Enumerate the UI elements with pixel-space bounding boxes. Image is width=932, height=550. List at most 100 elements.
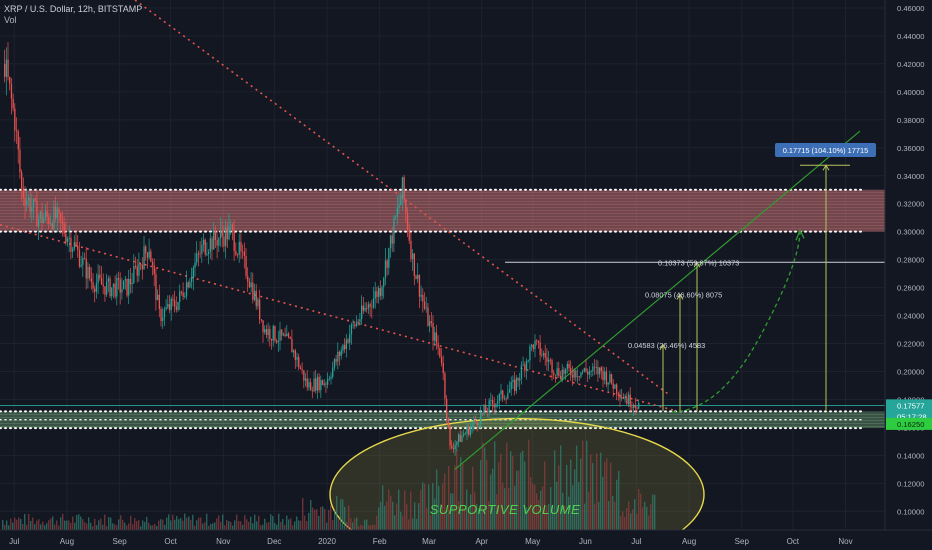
volume-bar bbox=[466, 489, 468, 530]
volume-bar bbox=[342, 499, 344, 530]
volume-bar bbox=[542, 486, 544, 530]
candle-body bbox=[364, 307, 366, 311]
volume-bar bbox=[184, 513, 186, 530]
candle-body bbox=[495, 403, 497, 408]
candle-body bbox=[225, 227, 227, 247]
volume-bar bbox=[140, 526, 142, 530]
volume-bar bbox=[550, 487, 552, 530]
candle-body bbox=[391, 235, 393, 244]
volume-bar bbox=[596, 453, 598, 530]
candle-body bbox=[434, 332, 436, 341]
candle-body bbox=[459, 434, 461, 442]
volume-bar bbox=[616, 479, 618, 530]
volume-bar bbox=[560, 445, 562, 530]
candle-body bbox=[549, 359, 551, 361]
candle-body bbox=[558, 368, 560, 377]
volume-bar bbox=[502, 482, 504, 530]
volume-bar bbox=[310, 500, 312, 530]
price-tick-label: 0.36000 bbox=[897, 144, 924, 153]
candle-body bbox=[386, 260, 388, 268]
candle-body bbox=[267, 328, 269, 335]
candle-body bbox=[474, 419, 477, 422]
candle-body bbox=[571, 374, 574, 378]
volume-bar bbox=[372, 524, 374, 530]
candle-body bbox=[24, 197, 26, 206]
candle-body bbox=[197, 253, 200, 255]
volume-bar bbox=[284, 524, 286, 530]
volume-bar bbox=[632, 509, 634, 530]
volume-bar bbox=[156, 526, 158, 530]
volume-bar bbox=[252, 523, 254, 530]
candle-body bbox=[162, 317, 164, 321]
volume-bar bbox=[24, 514, 26, 530]
time-tick-label: Jun bbox=[579, 537, 592, 546]
candle-body bbox=[121, 289, 123, 293]
volume-bar bbox=[334, 510, 336, 530]
candle-body bbox=[187, 282, 189, 288]
volume-bar bbox=[98, 520, 100, 530]
candle-body bbox=[46, 211, 48, 217]
volume-bar bbox=[592, 463, 594, 530]
candle-body bbox=[452, 447, 455, 450]
volume-bar bbox=[46, 523, 48, 530]
candle-body bbox=[129, 278, 132, 285]
volume-bar bbox=[470, 494, 472, 530]
volume-bar bbox=[358, 526, 360, 530]
volume-bar bbox=[250, 516, 252, 530]
candle-body bbox=[204, 239, 206, 255]
volume-bar bbox=[258, 515, 260, 530]
resistance-zone bbox=[0, 188, 885, 233]
volume-bar bbox=[390, 495, 392, 530]
volume-bar bbox=[388, 489, 390, 530]
candle-body bbox=[235, 250, 237, 255]
volume-bar bbox=[40, 524, 42, 530]
candle-body bbox=[70, 237, 72, 252]
volume-bar bbox=[578, 482, 580, 530]
candle-body bbox=[359, 319, 361, 322]
volume-bar bbox=[526, 507, 528, 530]
volume-bar bbox=[206, 513, 208, 530]
price-tick-label: 0.28000 bbox=[897, 256, 924, 265]
volume-bar bbox=[232, 525, 234, 530]
volume-bar bbox=[440, 503, 442, 530]
candle-body bbox=[532, 344, 534, 349]
volume-bar bbox=[300, 520, 302, 530]
volume-bar bbox=[72, 516, 74, 530]
candle-body bbox=[486, 411, 489, 412]
candle-body bbox=[114, 283, 116, 297]
volume-bar bbox=[448, 465, 450, 530]
candle-body bbox=[468, 426, 470, 435]
candle-body bbox=[265, 329, 268, 335]
candle-body bbox=[219, 230, 222, 239]
volume-bar bbox=[286, 515, 288, 530]
volume-bar bbox=[128, 523, 130, 530]
candle-body bbox=[527, 360, 529, 362]
candle-body bbox=[146, 252, 149, 258]
volume-bar bbox=[48, 520, 50, 530]
candle-body bbox=[379, 288, 381, 296]
candle-body bbox=[389, 235, 392, 249]
candle-body bbox=[134, 266, 137, 267]
candle-body bbox=[410, 240, 412, 259]
volume-bar bbox=[76, 515, 78, 530]
candle-body bbox=[168, 304, 171, 311]
candle-body bbox=[306, 378, 308, 388]
time-tick-label: Sep bbox=[735, 537, 750, 546]
candle-body bbox=[55, 206, 57, 219]
time-tick-label: Sep bbox=[112, 537, 127, 546]
price-tick-label: 0.22000 bbox=[897, 340, 924, 349]
volume-bar bbox=[486, 460, 488, 530]
volume-bar bbox=[400, 511, 402, 530]
candle-body bbox=[429, 321, 431, 326]
volume-bar bbox=[90, 522, 92, 530]
candle-body bbox=[179, 291, 181, 302]
trendline-lower bbox=[0, 223, 676, 412]
candle-body bbox=[425, 307, 427, 309]
candle-body bbox=[514, 379, 516, 391]
candle-body bbox=[153, 265, 155, 275]
candle-body bbox=[240, 242, 242, 252]
volume-bar bbox=[570, 459, 572, 530]
candle-body bbox=[73, 242, 75, 249]
candle-body bbox=[345, 339, 347, 350]
